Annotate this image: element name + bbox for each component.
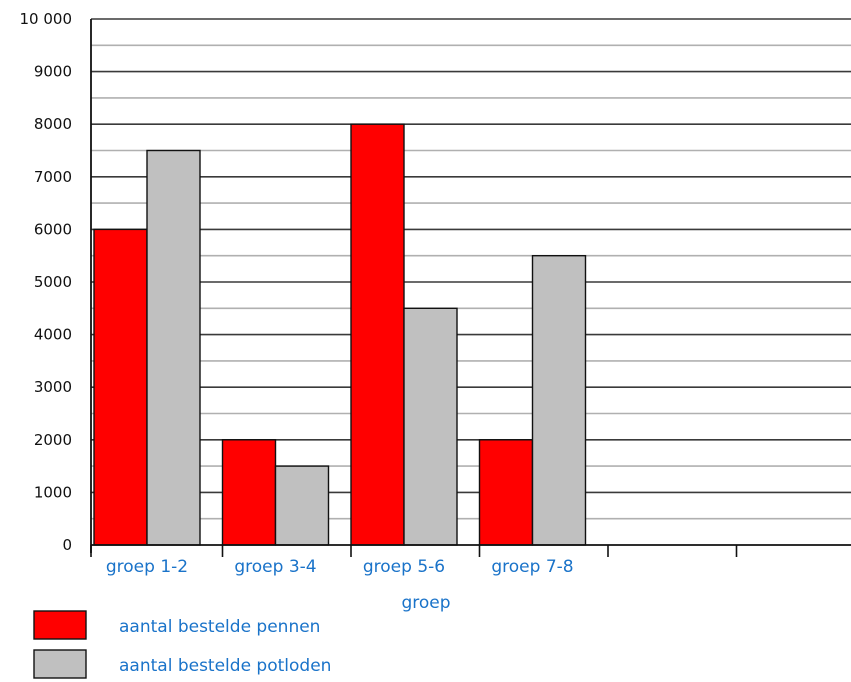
x-tick-label: groep 5-6 (363, 557, 445, 577)
legend-label-potloden: aantal bestelde potloden (119, 656, 331, 676)
bar-groep1-2-potloden (146, 149, 201, 546)
y-tick-label: 10 000 (20, 10, 73, 28)
bar-groep3-4-potloden (274, 465, 330, 546)
bar-groep1-2-pennen (93, 228, 148, 546)
legend-swatch-potloden (33, 649, 87, 679)
y-tick-label: 7000 (34, 168, 72, 186)
x-tick-label: groep 7-8 (491, 557, 573, 577)
bar-groep5-6-potloden (403, 307, 458, 546)
legend: aantal bestelde pennen aantal bestelde p… (33, 610, 331, 679)
y-tick-label: 3000 (34, 378, 72, 396)
bars (93, 123, 587, 546)
y-tick-label: 9000 (34, 63, 72, 81)
y-tick-label: 8000 (34, 115, 72, 133)
legend-swatch-pennen (33, 610, 87, 640)
axes (90, 19, 851, 557)
legend-label-pennen: aantal bestelde pennen (119, 617, 320, 637)
bar-groep7-8-potloden (531, 254, 587, 546)
x-tick-labels: groep 1-2 groep 3-4 groep 5-6 groep 7-8 (106, 557, 574, 577)
grid-lines (91, 18, 851, 520)
y-tick-label: 1000 (34, 483, 72, 501)
y-tick-label: 6000 (34, 220, 72, 238)
bar-groep3-4-pennen (221, 439, 277, 546)
y-tick-label: 0 (62, 536, 72, 554)
x-axis-label: groep (401, 593, 450, 613)
bar-groep7-8-pennen (478, 439, 534, 546)
y-tick-label: 4000 (34, 326, 72, 344)
y-tick-label: 2000 (34, 431, 72, 449)
y-tick-label: 5000 (34, 273, 72, 291)
x-tick-label: groep 3-4 (234, 557, 316, 577)
y-tick-labels: 0 1000 2000 3000 4000 5000 6000 7000 8000 9000 10 … (20, 10, 73, 554)
bar-groep5-6-pennen (350, 123, 405, 546)
x-tick-label: groep 1-2 (106, 557, 188, 577)
